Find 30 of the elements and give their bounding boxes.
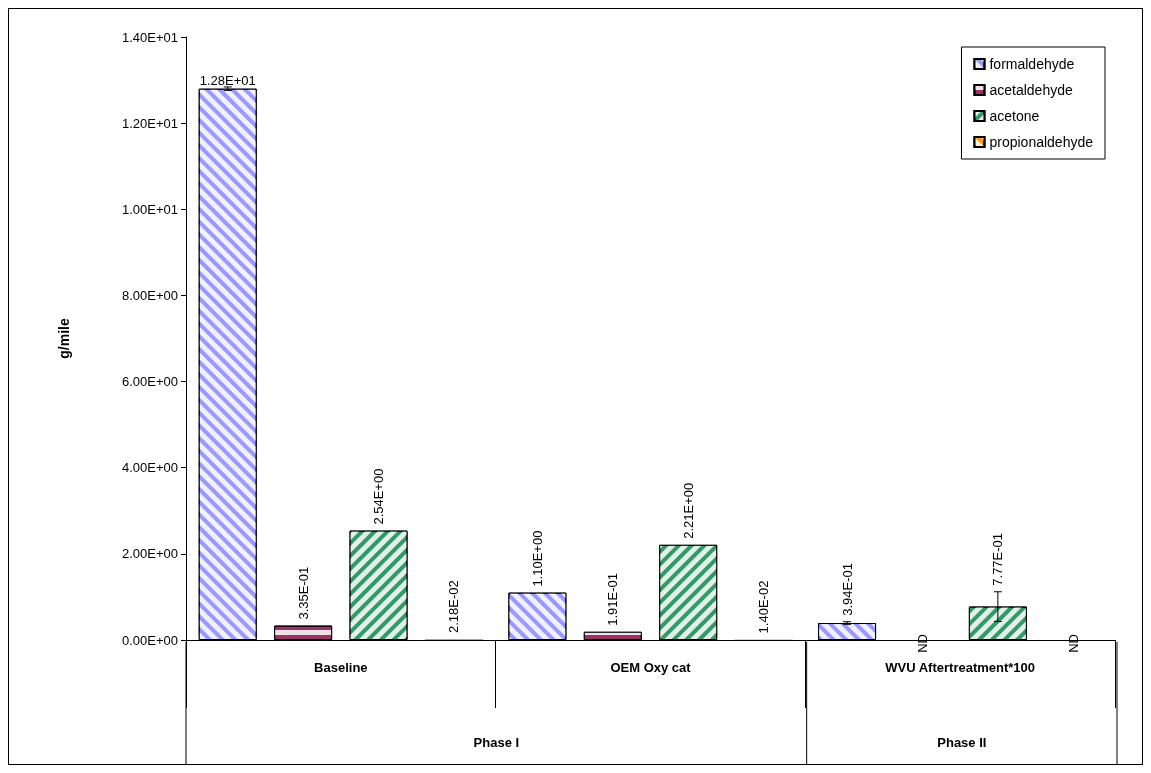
y-tick-label: 1.20E+01 [121, 115, 178, 131]
data-label: 1.10E+00 [529, 530, 545, 587]
y-tick-label: 4.00E+00 [121, 460, 178, 476]
y-tick-label: 8.00E+00 [121, 287, 178, 303]
data-label: 2.21E+00 [680, 482, 696, 539]
legend-label: propionaldehyde [989, 134, 1094, 150]
y-tick-label: 2.00E+00 [121, 546, 178, 562]
x-tick-label: OEM Oxy cat [610, 659, 692, 675]
data-label: 1.91E-01 [605, 573, 621, 626]
x-tick-label: Baseline [314, 659, 368, 675]
x-tick-label: WVU Aftertreatment*100 [885, 659, 1036, 675]
data-label: 1.28E+01 [199, 73, 256, 89]
text: ND [914, 634, 930, 653]
text: Phase I [473, 734, 520, 750]
data-label: 2.54E+00 [371, 468, 387, 525]
data-label: 7.77E-01 [990, 532, 1006, 586]
legend-label: formaldehyde [989, 56, 1075, 72]
data-label: 1.40E-02 [756, 580, 772, 634]
y-tick-label: 0.00E+00 [121, 632, 178, 648]
text: Phase II [937, 734, 987, 750]
y-tick-label: 1.00E+01 [121, 201, 178, 217]
legend-label: acetone [989, 108, 1040, 124]
legend-label: acetaldehyde [989, 82, 1073, 98]
data-label: 3.94E-01 [839, 562, 855, 616]
data-label: 2.18E-02 [446, 580, 462, 634]
y-tick-label: 1.40E+01 [121, 29, 178, 45]
text: ND [1065, 634, 1081, 653]
y-axis-title: g/mile [56, 318, 72, 359]
y-tick-label: 6.00E+00 [121, 374, 178, 390]
data-label: 3.35E-01 [295, 566, 311, 620]
